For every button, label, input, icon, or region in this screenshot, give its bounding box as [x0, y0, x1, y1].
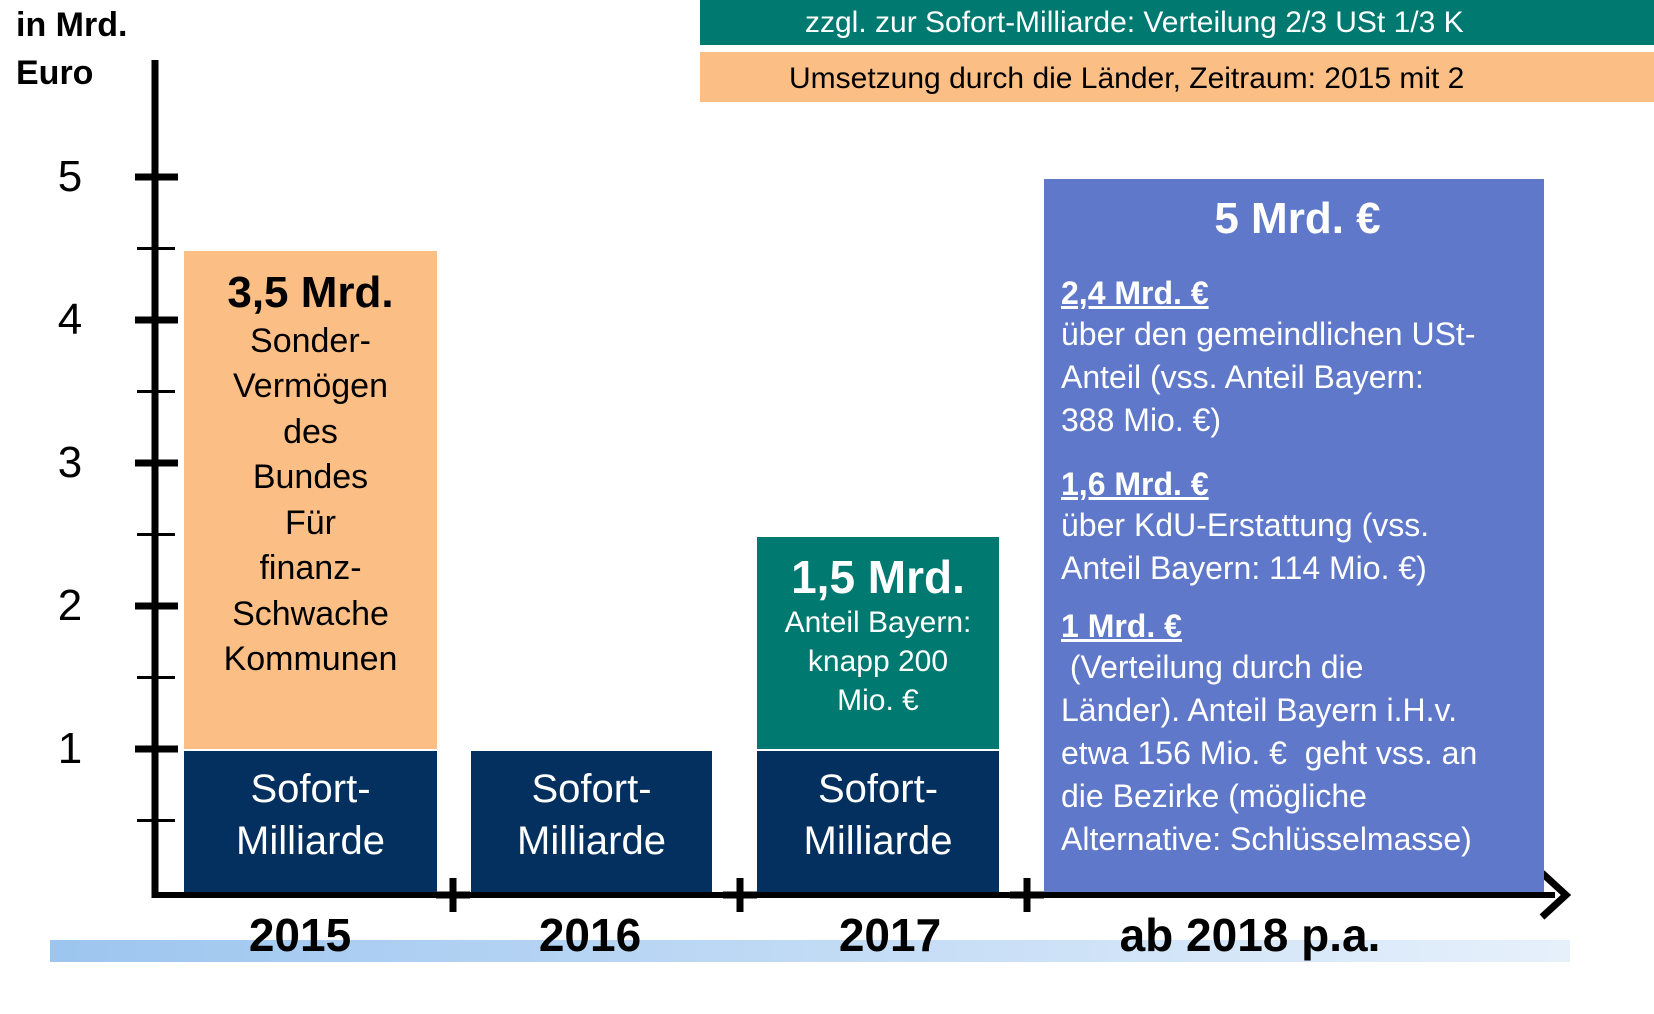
breakdown-text: über den gemeindlichen USt- — [1061, 316, 1476, 352]
bar-segment: 5 Mrd. €2,4 Mrd. € über den gemeindlichen… — [1044, 177, 1544, 892]
breakdown-text: Anteil (vss. Anteil Bayern: — [1061, 359, 1424, 395]
bar-note: Vermögen — [233, 367, 388, 405]
breakdown-text: (Verteilung durch die — [1061, 649, 1364, 685]
bar-note: des — [283, 412, 338, 451]
bar-note: Für — [285, 503, 336, 542]
bar-note: Schwache — [232, 594, 389, 633]
bar-note: finanz- — [259, 549, 362, 587]
x-tick-label: 2016 — [538, 909, 642, 961]
bar-note: knapp 200 — [807, 644, 949, 678]
breakdown-text: die Bezirke (mögliche — [1061, 778, 1367, 814]
bar-value-label: 3,5 Mrd. — [227, 267, 394, 317]
breakdown-heading: 1 Mrd. € — [1061, 608, 1182, 644]
bar-segment: 3,5 Mrd. Sonder- Vermögen des Bundes Für finan… — [184, 248, 437, 749]
breakdown-section: 1,6 Mrd. € über KdU-Erstattung (vss. Antei… — [1061, 464, 1534, 590]
bar-segment: 1,5 Mrd. Anteil Bayern: knapp 200 Mio. € — [757, 534, 999, 749]
breakdown-section: 1 Mrd. € (Verteilung durch die Länder). A… — [1061, 606, 1534, 861]
x-tick-label: 2015 — [248, 909, 352, 961]
bar-value-label: 1,5 Mrd. — [791, 550, 965, 603]
x-tick-label: 2017 — [838, 909, 942, 961]
bar-segment: Sofort-Milliarde — [184, 749, 437, 892]
y-axis-label: in Mrd. — [16, 6, 128, 44]
bar-note: Anteil Bayern: — [784, 605, 972, 639]
y-tick-label: 4 — [57, 295, 83, 344]
bar-note: Mio. € — [837, 683, 919, 717]
banner: Umsetzung durch die Länder, Zeitraum: 20… — [700, 52, 1654, 102]
breakdown-heading: 2,4 Mrd. € — [1061, 275, 1209, 311]
y-tick-label: 3 — [57, 438, 83, 487]
y-tick-label: 1 — [57, 724, 83, 773]
bottom-band — [50, 940, 1570, 962]
breakdown-section: 2,4 Mrd. € über den gemeindlichen USt- Ant… — [1061, 273, 1534, 442]
bar-value-label: 5 Mrd. € — [1214, 194, 1381, 243]
breakdown-text: Anteil Bayern: 114 Mio. €) — [1061, 550, 1427, 586]
x-axis-arrow — [1539, 870, 1572, 920]
bar-label: Sofort-Milliarde — [236, 767, 385, 863]
breakdown-text: 388 Mio. €) — [1061, 402, 1222, 438]
x-tick-label: ab 2018 p.a. — [1119, 909, 1381, 961]
bar-label: Sofort-Milliarde — [517, 767, 666, 863]
y-tick-label: 2 — [57, 581, 83, 630]
bar-note: Kommunen — [223, 640, 398, 678]
y-axis-label: Euro — [16, 54, 94, 92]
breakdown-heading: 1,6 Mrd. € — [1061, 466, 1209, 502]
breakdown-text: Länder). Anteil Bayern i.H.v. — [1061, 692, 1458, 728]
bar-note: Bundes — [252, 458, 369, 496]
bar-note: Sonder- — [250, 321, 371, 360]
bar-label: Sofort-Milliarde — [803, 767, 953, 863]
bar-segment: Sofort-Milliarde — [757, 749, 999, 892]
breakdown-text: Alternative: Schlüsselmasse) — [1061, 821, 1472, 857]
banner: zzgl. zur Sofort-Milliarde: Verteilung 2… — [700, 0, 1654, 45]
breakdown-text: über KdU-Erstattung (vss. — [1061, 507, 1430, 543]
bar-segment: Sofort-Milliarde — [471, 749, 712, 892]
y-tick-label: 5 — [57, 152, 83, 201]
breakdown-text: etwa 156 Mio. € geht vss. an — [1061, 735, 1478, 771]
